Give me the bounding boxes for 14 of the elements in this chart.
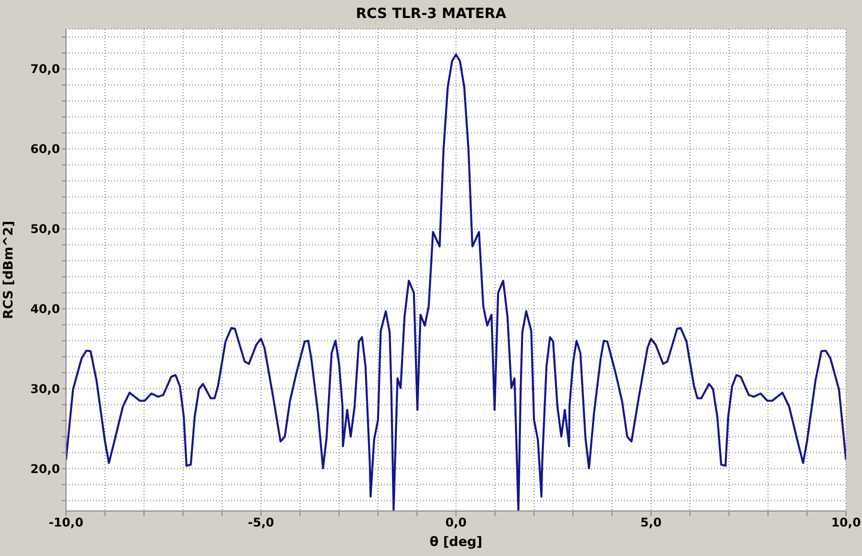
y-tick-label: 20,0 xyxy=(30,462,60,476)
x-tick-label: -5,0 xyxy=(248,516,274,530)
x-tick-label: 5,0 xyxy=(640,516,662,530)
y-tick-label: 50,0 xyxy=(30,222,60,236)
y-tick-label: 30,0 xyxy=(30,382,60,396)
x-axis-title: θ [deg] xyxy=(430,535,482,550)
y-axis-title: RCS [dBm^2] xyxy=(2,220,17,320)
chart-title: RCS TLR-3 MATERA xyxy=(354,6,508,22)
x-tick-label: 10,0 xyxy=(831,516,861,530)
y-tick-label: 40,0 xyxy=(30,302,60,316)
x-tick-label: 0,0 xyxy=(445,516,467,530)
y-tick-label: 60,0 xyxy=(30,142,60,156)
x-tick-label: -10,0 xyxy=(48,516,84,530)
y-tick-label: 70,0 xyxy=(30,62,60,76)
